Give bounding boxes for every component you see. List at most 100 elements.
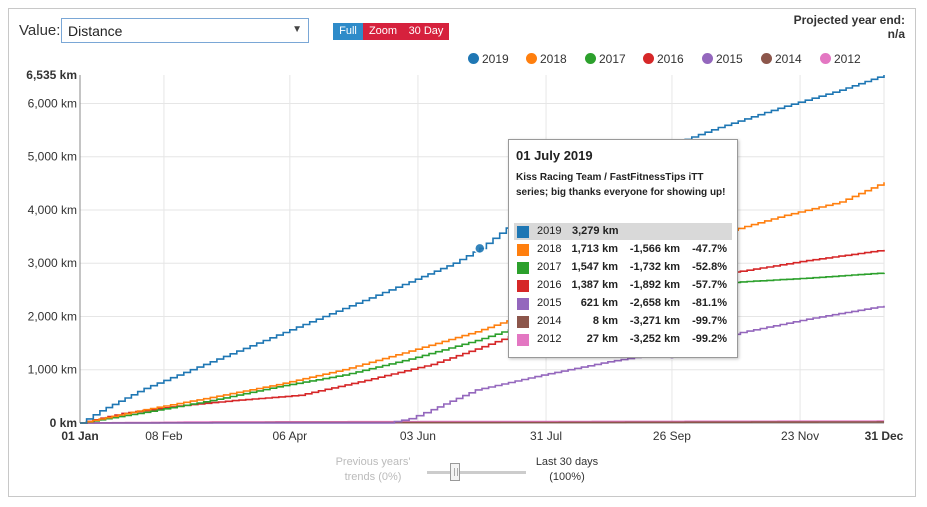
tooltip-row-2014: 2014 8 km -3,271 km -99.7% (514, 313, 732, 330)
y-tick-label: 0 km (50, 416, 77, 430)
metric-select[interactable]: Distance ▼ (61, 18, 309, 43)
tooltip-pct: -81.1% (692, 297, 727, 309)
trend-left-line2: trends (0%) (344, 471, 402, 483)
legend-dot-icon (702, 53, 713, 64)
trend-slider-handle[interactable] (450, 463, 460, 481)
tooltip-km: 1,713 km (571, 243, 618, 255)
legend-item-2018[interactable]: 2018 (526, 52, 567, 66)
legend-item-2019[interactable]: 2019 (468, 52, 509, 66)
zoom-button[interactable]: Zoom (363, 23, 403, 40)
trend-slider-track[interactable] (427, 471, 526, 474)
legend-label: 2018 (540, 52, 567, 66)
tooltip-km: 1,387 km (571, 279, 618, 291)
legend-item-2015[interactable]: 2015 (702, 52, 743, 66)
tooltip-swatch (517, 298, 529, 310)
legend-item-2017[interactable]: 2017 (585, 52, 626, 66)
tooltip-row-2017: 2017 1,547 km -1,732 km -52.8% (514, 259, 732, 276)
tooltip-date: 01 July 2019 (516, 148, 593, 163)
metric-select-value: Distance (68, 23, 123, 39)
tooltip-km: 1,547 km (571, 261, 618, 273)
tooltip-diff: -1,566 km (629, 243, 680, 255)
trend-right-line2: (100%) (549, 471, 585, 483)
x-tick-label: 23 Nov (781, 429, 819, 443)
trend-left-line1: Previous years' (335, 456, 411, 468)
projected-year-end: Projected year end: n/a (794, 13, 905, 41)
series-line-2016 (80, 249, 885, 424)
tooltip-year: 2018 (537, 243, 562, 255)
tooltip-year: 2019 (537, 225, 562, 237)
tooltip-year: 2017 (537, 261, 562, 273)
projected-value: n/a (887, 27, 905, 41)
last-30-days-label: Last 30 days (100%) (526, 455, 608, 485)
tooltip-swatch (517, 334, 529, 346)
legend-dot-icon (820, 53, 831, 64)
tooltip-diff: -3,252 km (629, 333, 680, 345)
legend-item-2014[interactable]: 2014 (761, 52, 802, 66)
legend-label: 2014 (775, 52, 802, 66)
legend-dot-icon (761, 53, 772, 64)
x-tick-label: 26 Sep (653, 429, 691, 443)
series-line-2015 (80, 305, 885, 424)
tooltip-pct: -47.7% (692, 243, 727, 255)
y-tick-label: 3,000 km (28, 256, 77, 270)
y-tick-label: 1,000 km (28, 363, 77, 377)
tooltip-pct: -57.7% (692, 279, 727, 291)
legend-dot-icon (468, 53, 479, 64)
x-tick-label: 08 Feb (145, 429, 183, 443)
tooltip-year: 2015 (537, 297, 562, 309)
x-tick-label: 31 Jul (530, 429, 562, 443)
legend-item-2016[interactable]: 2016 (643, 52, 684, 66)
tooltip-row-2019: 2019 3,279 km (514, 223, 732, 240)
previous-years-trend-label: Previous years' trends (0%) (330, 455, 416, 485)
legend-dot-icon (643, 53, 654, 64)
tooltip-pct: -52.8% (692, 261, 727, 273)
tooltip-row-2016: 2016 1,387 km -1,892 km -57.7% (514, 277, 732, 294)
tooltip-swatch (517, 316, 529, 328)
y-tick-label: 6,000 km (28, 96, 77, 110)
tooltip-row-2018: 2018 1,713 km -1,566 km -47.7% (514, 241, 732, 258)
series-line-2018 (80, 182, 885, 424)
tooltip-pct: -99.7% (692, 315, 727, 327)
tooltip-diff: -1,892 km (629, 279, 680, 291)
chart-panel (8, 8, 916, 497)
tooltip-year: 2016 (537, 279, 562, 291)
legend-label: 2012 (834, 52, 861, 66)
legend-item-2012[interactable]: 2012 (820, 52, 861, 66)
trend-right-line1: Last 30 days (535, 456, 599, 468)
y-tick-label: 4,000 km (28, 203, 77, 217)
tooltip-swatch (517, 226, 529, 238)
tooltip-pct: -99.2% (692, 333, 727, 345)
x-tick-label: 03 Jun (400, 429, 436, 443)
tooltip-event: Kiss Racing Team / FastFitnessTips iTT s… (516, 172, 726, 198)
projected-label: Projected year end: (793, 13, 905, 27)
tooltip-km: 27 km (586, 333, 618, 345)
tooltip-swatch (517, 280, 529, 292)
legend-label: 2019 (482, 52, 509, 66)
tooltip-diff: -1,732 km (629, 261, 680, 273)
thirty-day-button[interactable]: 30 Day (403, 23, 449, 40)
legend-dot-icon (585, 53, 596, 64)
y-tick-label: 6,535 km (26, 68, 77, 82)
y-tick-label: 5,000 km (28, 150, 77, 164)
legend-dot-icon (526, 53, 537, 64)
tooltip-row-2012: 2012 27 km -3,252 km -99.2% (514, 331, 732, 348)
chart-tooltip: 01 July 2019 Kiss Racing Team / FastFitn… (508, 139, 738, 358)
legend-label: 2016 (657, 52, 684, 66)
tooltip-diff: -3,271 km (629, 315, 680, 327)
tooltip-row-2015: 2015 621 km -2,658 km -81.1% (514, 295, 732, 312)
tooltip-year: 2014 (537, 315, 562, 327)
tooltip-swatch (517, 262, 529, 274)
value-label: Value: (19, 22, 61, 39)
tooltip-diff: -2,658 km (629, 297, 680, 309)
legend-label: 2017 (599, 52, 626, 66)
y-tick-label: 2,000 km (28, 309, 77, 323)
tooltip-km: 3,279 km (572, 225, 619, 237)
hover-marker-2019 (474, 242, 486, 255)
x-tick-label: 31 Dec (865, 429, 904, 443)
tooltip-km: 621 km (580, 297, 618, 309)
tooltip-km: 8 km (592, 315, 618, 327)
chevron-down-icon: ▼ (292, 24, 302, 35)
full-button[interactable]: Full (333, 23, 363, 40)
x-tick-label: 06 Apr (272, 429, 307, 443)
